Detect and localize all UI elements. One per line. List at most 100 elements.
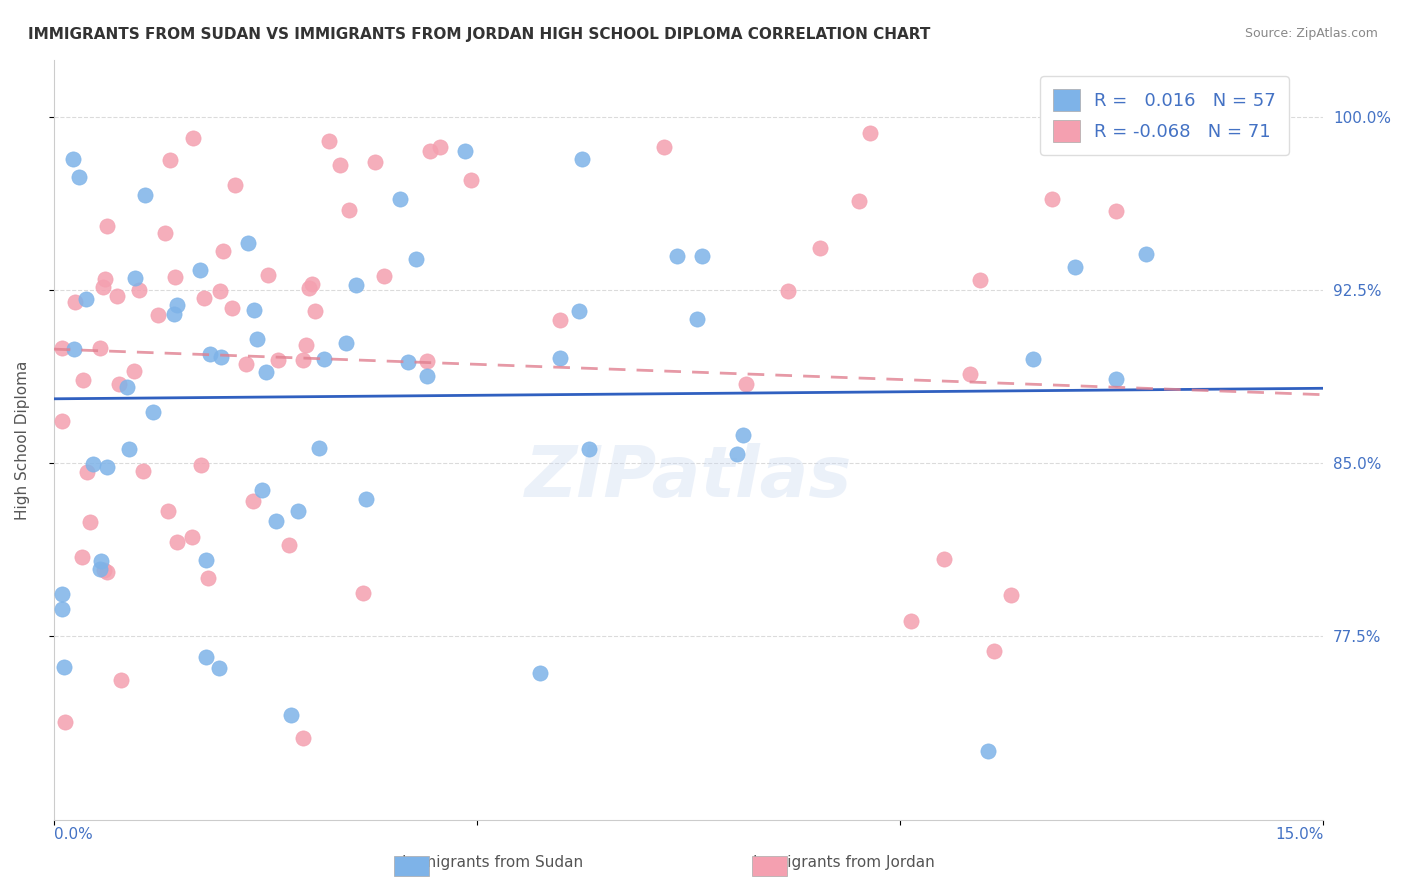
Point bbox=[548, 351, 571, 365]
Text: 0.0%: 0.0% bbox=[53, 827, 93, 842]
Point bbox=[308, 441, 330, 455]
Point bbox=[134, 188, 156, 202]
Point bbox=[1135, 246, 1157, 260]
Point bbox=[194, 553, 217, 567]
Point bbox=[242, 494, 264, 508]
Point bbox=[96, 219, 118, 233]
Point bbox=[416, 369, 439, 384]
Point bbox=[429, 140, 451, 154]
Point bbox=[578, 442, 600, 457]
Point bbox=[977, 744, 1000, 758]
Point bbox=[373, 269, 395, 284]
Point bbox=[301, 277, 323, 292]
Point bbox=[292, 352, 315, 367]
Point bbox=[153, 226, 176, 240]
Point bbox=[1040, 192, 1063, 206]
Point bbox=[51, 341, 73, 355]
Point bbox=[415, 354, 437, 368]
Point bbox=[1105, 204, 1128, 219]
Point bbox=[75, 292, 97, 306]
Point bbox=[859, 126, 882, 140]
Point bbox=[115, 380, 138, 394]
Point bbox=[529, 665, 551, 680]
Point bbox=[1022, 351, 1045, 366]
Point bbox=[62, 153, 84, 167]
Point bbox=[118, 442, 141, 456]
Point bbox=[969, 273, 991, 287]
Point bbox=[128, 284, 150, 298]
Point bbox=[419, 144, 441, 158]
Point bbox=[55, 714, 77, 729]
Point bbox=[278, 538, 301, 552]
Point bbox=[460, 173, 482, 187]
Point bbox=[344, 278, 367, 293]
Point bbox=[692, 249, 714, 263]
Point bbox=[124, 271, 146, 285]
Point bbox=[388, 192, 411, 206]
Point bbox=[51, 602, 73, 616]
Point bbox=[686, 311, 709, 326]
Point bbox=[267, 353, 290, 368]
Point bbox=[254, 365, 277, 379]
Point bbox=[932, 551, 955, 566]
Point bbox=[1105, 372, 1128, 386]
Point bbox=[209, 284, 232, 298]
Point bbox=[76, 465, 98, 479]
Point bbox=[190, 458, 212, 472]
Point bbox=[79, 515, 101, 529]
Text: Immigrants from Jordan: Immigrants from Jordan bbox=[752, 855, 935, 870]
Point bbox=[148, 308, 170, 322]
Point bbox=[131, 464, 153, 478]
Text: IMMIGRANTS FROM SUDAN VS IMMIGRANTS FROM JORDAN HIGH SCHOOL DIPLOMA CORRELATION : IMMIGRANTS FROM SUDAN VS IMMIGRANTS FROM… bbox=[28, 27, 931, 42]
Point bbox=[287, 504, 309, 518]
Point bbox=[250, 483, 273, 497]
Point bbox=[725, 447, 748, 461]
Point bbox=[291, 731, 314, 745]
Point bbox=[181, 131, 204, 145]
Point bbox=[166, 298, 188, 312]
Point bbox=[548, 312, 571, 326]
Point bbox=[82, 457, 104, 471]
Point bbox=[666, 249, 689, 263]
Point bbox=[734, 376, 756, 391]
Point bbox=[93, 563, 115, 577]
Point bbox=[163, 307, 186, 321]
Point bbox=[188, 263, 211, 277]
Point bbox=[280, 707, 302, 722]
Legend: R =   0.016   N = 57, R = -0.068   N = 71: R = 0.016 N = 57, R = -0.068 N = 71 bbox=[1040, 76, 1289, 154]
Point bbox=[246, 333, 269, 347]
Point bbox=[122, 364, 145, 378]
Point bbox=[72, 549, 94, 564]
Point bbox=[62, 342, 84, 356]
Point bbox=[208, 661, 231, 675]
Point bbox=[211, 351, 233, 365]
Point bbox=[298, 281, 321, 295]
Point bbox=[295, 338, 318, 352]
Point bbox=[808, 241, 831, 255]
Point bbox=[335, 336, 357, 351]
Point bbox=[364, 154, 387, 169]
Point bbox=[396, 354, 419, 368]
Point bbox=[848, 194, 870, 209]
Point bbox=[224, 178, 246, 192]
Point bbox=[352, 586, 374, 600]
Point bbox=[93, 280, 115, 294]
Point bbox=[652, 140, 675, 154]
Point bbox=[571, 152, 593, 166]
Point bbox=[329, 159, 352, 173]
Point bbox=[52, 659, 75, 673]
Point bbox=[264, 514, 287, 528]
Point bbox=[89, 561, 111, 575]
Point bbox=[1064, 260, 1087, 275]
Point bbox=[67, 170, 90, 185]
Point bbox=[959, 368, 981, 382]
Point bbox=[166, 535, 188, 549]
Point bbox=[94, 271, 117, 285]
Point bbox=[354, 492, 377, 507]
Point bbox=[454, 144, 477, 158]
Point bbox=[96, 459, 118, 474]
Point bbox=[211, 244, 233, 259]
Point bbox=[243, 302, 266, 317]
Point bbox=[89, 341, 111, 355]
Point bbox=[157, 504, 180, 518]
